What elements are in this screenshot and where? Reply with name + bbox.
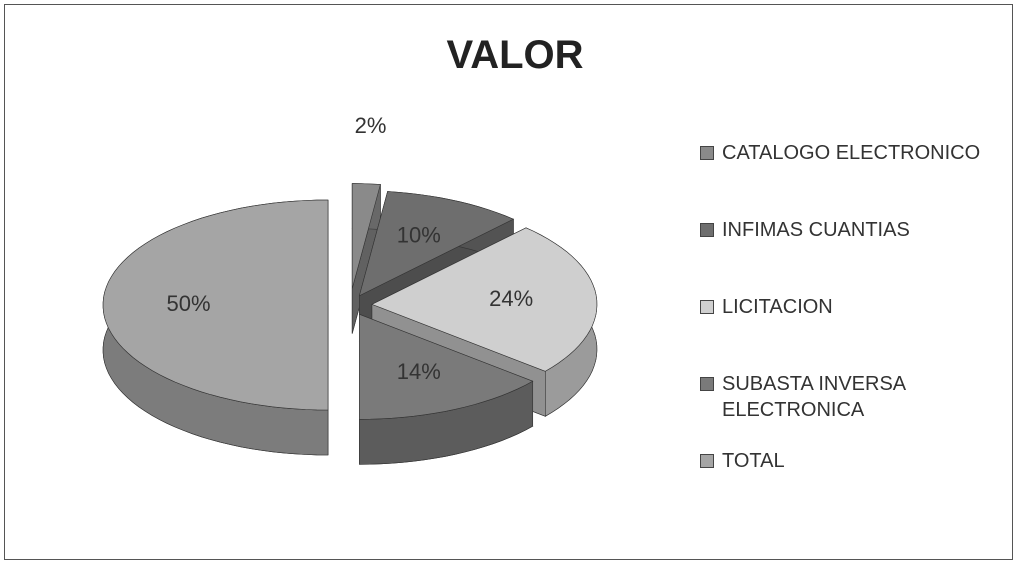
slice [102, 199, 329, 411]
data-label: 10% [397, 223, 441, 248]
slice [371, 227, 598, 372]
legend-item: SUBASTA INVERSA ELECTRONICA [700, 371, 1010, 448]
data-label: 50% [166, 291, 210, 316]
legend-label: CATALOGO ELECTRONICO [722, 142, 981, 164]
legend-label: INFIMAS CUANTIAS [722, 219, 910, 241]
legend-item: CATALOGO ELECTRONICO [700, 140, 1010, 217]
data-label: 14% [397, 359, 441, 384]
legend-label: SUBASTA INVERSA ELECTRONICA [722, 373, 906, 421]
slice [359, 313, 534, 420]
slice [351, 183, 381, 289]
legend-swatch [700, 146, 714, 160]
chart-frame [4, 4, 1013, 560]
legend-label: TOTAL [722, 450, 785, 472]
legend-swatch [700, 300, 714, 314]
legend-item: TOTAL [700, 448, 1010, 525]
legend-label: LICITACION [722, 296, 833, 318]
legend: CATALOGO ELECTRONICO INFIMAS CUANTIAS LICI… [700, 140, 1010, 525]
legend-item: LICITACION [700, 294, 1010, 371]
slice [358, 191, 515, 297]
legend-swatch [700, 377, 714, 391]
data-label: 24% [489, 286, 533, 311]
legend-swatch [700, 454, 714, 468]
data-label: 2% [355, 113, 387, 138]
legend-swatch [700, 223, 714, 237]
legend-item: INFIMAS CUANTIAS [700, 217, 1010, 294]
chart-title: VALOR [446, 33, 583, 77]
